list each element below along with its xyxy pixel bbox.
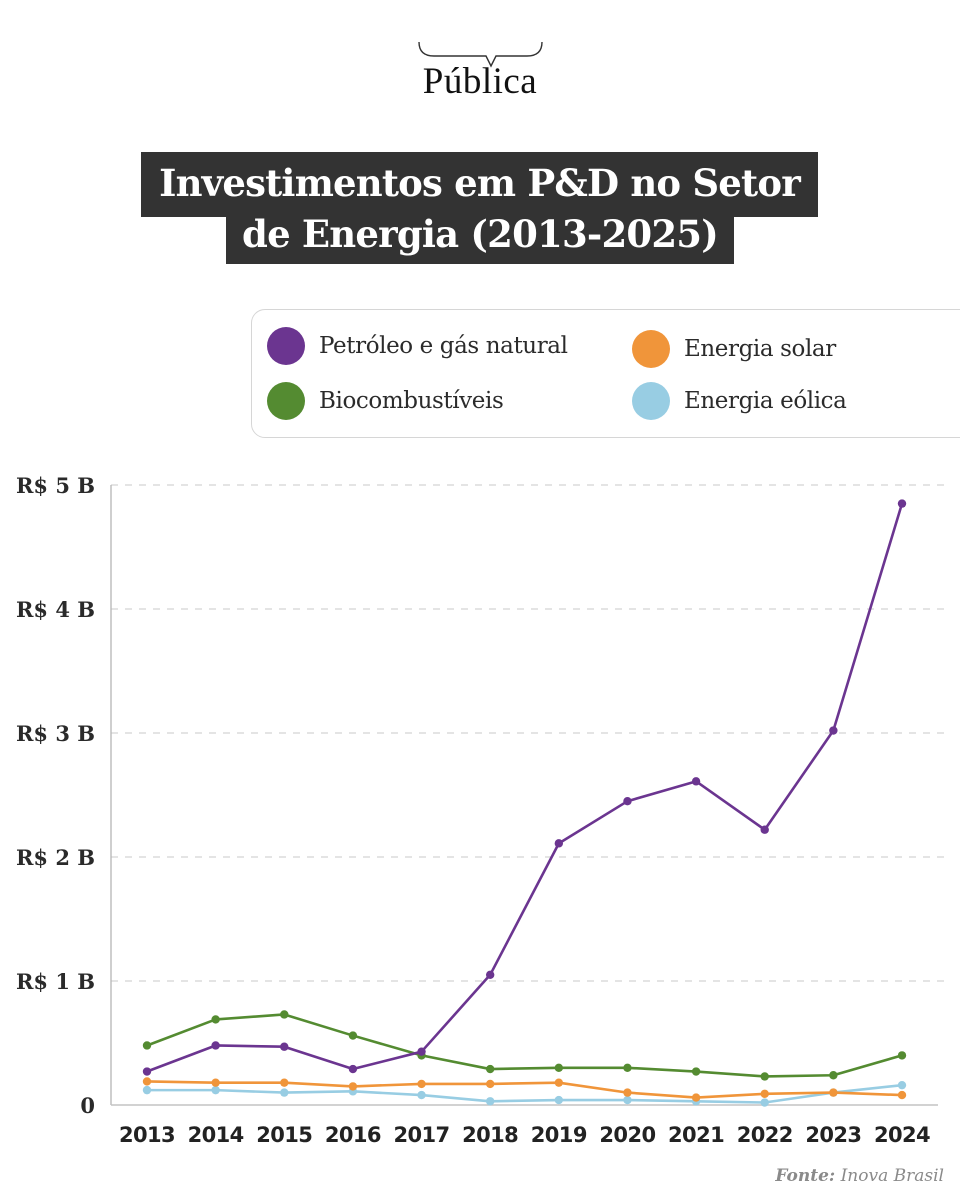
x-tick-label: 2015 (256, 1123, 312, 1147)
data-point-petroleo-e-gas-natural (417, 1047, 426, 1056)
x-tick-label: 2023 (805, 1123, 861, 1147)
x-tick-label: 2019 (531, 1123, 587, 1147)
data-point-petroleo-e-gas-natural (280, 1042, 289, 1051)
data-point-petroleo-e-gas-natural (348, 1064, 358, 1074)
data-point-biocombustiveis (485, 1064, 495, 1074)
data-point-energia-eolica (623, 1095, 632, 1105)
data-point-energia-solar (691, 1093, 701, 1102)
data-point-energia-eolica (142, 1085, 152, 1095)
legend: Petróleo e gás natural Energia solar Bio… (251, 309, 960, 438)
data-point-biocombustiveis (280, 1010, 289, 1019)
legend-swatch-biocombustiveis (267, 382, 305, 420)
title-line-2: de Energia (2013-2025) (226, 212, 734, 264)
data-point-energia-solar (211, 1078, 220, 1087)
y-tick-label: 0 (80, 1093, 95, 1118)
data-point-biocombustiveis (348, 1031, 358, 1040)
data-point-energia-solar (485, 1079, 495, 1089)
x-tick-label: 2022 (737, 1123, 793, 1147)
data-point-energia-solar (897, 1090, 907, 1100)
data-point-energia-solar (348, 1082, 358, 1091)
data-point-energia-solar (829, 1088, 838, 1097)
x-tick-label: 2016 (325, 1123, 381, 1147)
y-tick-label: R$ 4 B (16, 597, 95, 622)
x-tick-label: 2017 (394, 1123, 450, 1147)
y-tick-label: R$ 2 B (16, 845, 95, 870)
data-point-energia-solar (280, 1078, 289, 1087)
legend-item-biocombustiveis: Biocombustíveis (267, 382, 504, 420)
data-point-energia-solar (760, 1089, 769, 1099)
publica-logo: Pública (400, 36, 560, 106)
x-tick-label: 2024 (874, 1123, 930, 1147)
data-point-energia-eolica (897, 1080, 907, 1090)
source-prefix: Fonte: (775, 1166, 836, 1186)
data-point-energia-eolica (554, 1095, 564, 1105)
data-point-energia-eolica (280, 1088, 289, 1097)
y-tick-label: R$ 3 B (16, 721, 95, 746)
series-line-biocombustiveis (146, 1013, 903, 1078)
legend-swatch-petroleo (267, 327, 305, 365)
data-point-energia-solar (554, 1078, 564, 1087)
legend-label-petroleo: Petróleo e gás natural (319, 333, 568, 359)
speech-bracket-icon (418, 41, 543, 68)
data-point-energia-eolica (485, 1097, 495, 1106)
data-point-petroleo-e-gas-natural (760, 825, 769, 834)
data-point-biocombustiveis (623, 1063, 632, 1072)
legend-swatch-eolica (632, 382, 670, 420)
data-point-biocombustiveis (760, 1072, 769, 1081)
line-chart: 0 R$ 1 B R$ 2 B R$ 3 B R$ 4 B R$ 5 B 2013 2014 2… (16, 473, 945, 1147)
x-tick-label: 2014 (188, 1123, 244, 1147)
data-point-energia-solar (417, 1079, 426, 1089)
source-name: Inova Brasil (840, 1166, 944, 1186)
x-tick-label: 2018 (462, 1123, 518, 1147)
data-point-biocombustiveis (554, 1063, 564, 1072)
data-point-energia-solar (142, 1077, 152, 1086)
data-point-biocombustiveis (897, 1051, 907, 1060)
data-point-biocombustiveis (211, 1015, 220, 1024)
data-point-petroleo-e-gas-natural (897, 499, 907, 508)
data-point-petroleo-e-gas-natural (623, 797, 632, 806)
data-point-petroleo-e-gas-natural (554, 839, 564, 848)
data-point-petroleo-e-gas-natural (142, 1067, 152, 1076)
legend-item-eolica: Energia eólica (632, 382, 847, 420)
series-line-energia-solar (146, 1080, 903, 1099)
y-tick-label: R$ 5 B (16, 473, 95, 498)
source-note: Fonte: Inova Brasil (775, 1166, 944, 1186)
data-point-energia-eolica (211, 1085, 220, 1095)
data-point-petroleo-e-gas-natural (691, 777, 701, 786)
legend-label-biocombustiveis: Biocombustíveis (319, 388, 504, 414)
data-point-biocombustiveis (829, 1071, 838, 1080)
legend-label-solar: Energia solar (684, 336, 836, 362)
data-point-energia-eolica (760, 1098, 769, 1107)
data-point-biocombustiveis (691, 1067, 701, 1076)
data-point-energia-solar (623, 1088, 632, 1097)
series-line-petroleo-e-gas-natural (146, 503, 904, 1073)
data-point-energia-eolica (417, 1090, 426, 1100)
series-line-energia-eolica (147, 1083, 903, 1104)
x-tick-label: 2021 (668, 1123, 724, 1147)
data-point-biocombustiveis (142, 1041, 152, 1050)
legend-swatch-solar (632, 330, 670, 368)
legend-item-petroleo: Petróleo e gás natural (267, 327, 568, 365)
legend-item-solar: Energia solar (632, 330, 836, 368)
data-point-petroleo-e-gas-natural (211, 1041, 220, 1050)
data-point-petroleo-e-gas-natural (829, 726, 838, 735)
legend-label-eolica: Energia eólica (684, 388, 847, 414)
x-tick-label: 2020 (599, 1123, 655, 1147)
data-point-petroleo-e-gas-natural (485, 970, 495, 979)
logo-text: Pública (422, 61, 538, 102)
title-line-1: Investimentos em P&D no Setor (141, 152, 818, 217)
y-tick-label: R$ 1 B (16, 969, 95, 994)
x-tick-label: 2013 (119, 1123, 175, 1147)
